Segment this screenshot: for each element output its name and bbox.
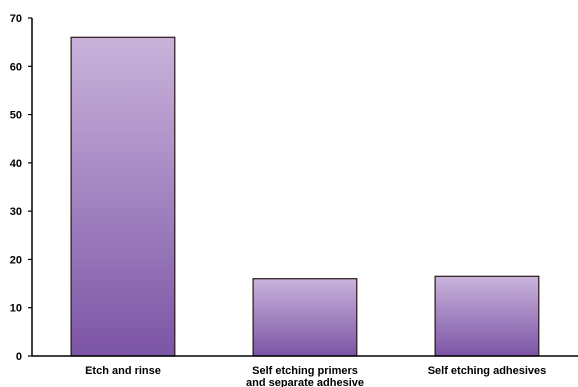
y-tick-label: 60 [10,61,22,73]
y-tick-label: 30 [10,206,22,218]
bar-1 [70,36,176,357]
y-tick-label: 0 [16,351,22,363]
x-category-label: Self etching adhesives [428,365,547,377]
y-tick-label: 70 [10,13,22,25]
y-tick-label: 20 [10,254,22,266]
bar-3 [434,275,540,357]
x-category-label: Self etching primers [252,365,358,377]
y-tick-label: 50 [10,110,22,122]
bar-2 [252,278,358,357]
y-tick-label: 40 [10,158,22,170]
x-category-label: Etch and rinse [85,365,161,377]
x-category-label: and separate adhesive [246,377,364,387]
y-tick-label: 10 [10,303,22,315]
